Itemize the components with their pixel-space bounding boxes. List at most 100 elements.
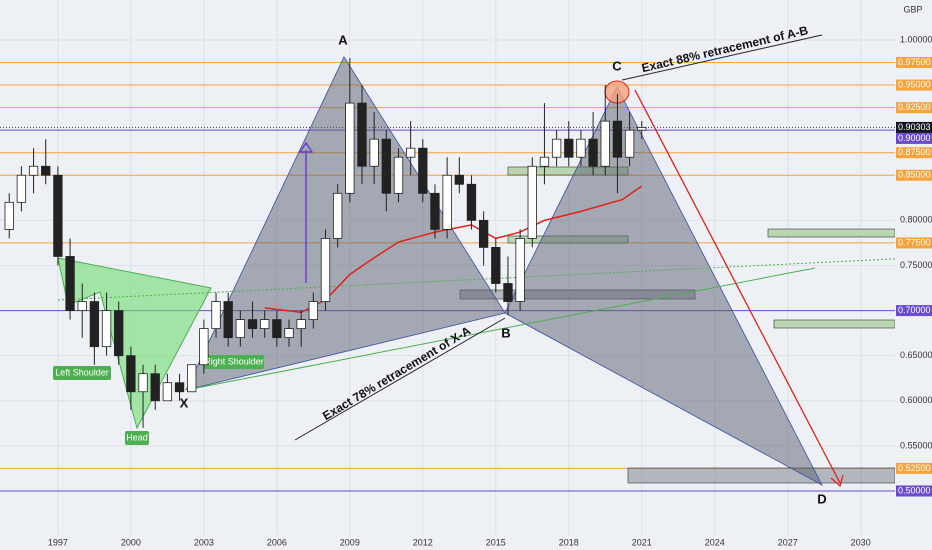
x-tick-label: 2015: [486, 537, 506, 547]
candle-body: [503, 283, 513, 302]
candle-body: [16, 174, 27, 203]
candle-body: [65, 256, 75, 311]
candle-body: [418, 147, 428, 194]
candle-body: [515, 238, 525, 302]
level-label: 0.90000: [898, 133, 931, 143]
y-tick-label: 1.00000: [900, 34, 932, 44]
candle-body: [612, 120, 623, 158]
level-label: 0.77500: [898, 237, 931, 247]
price-axis: [895, 0, 932, 550]
candle-body: [53, 174, 63, 257]
level-tag: [896, 169, 932, 181]
zone: [767, 228, 896, 238]
bcd-triangle: [504, 86, 823, 486]
candle-body: [138, 373, 148, 393]
point-label: X: [180, 395, 189, 410]
level-tag: [896, 102, 932, 114]
candle-body: [174, 382, 185, 393]
point-label: B: [501, 325, 510, 340]
x-tick-label: 1997: [48, 537, 68, 547]
candle-body: [539, 156, 550, 167]
x-tick-label: 2012: [413, 537, 433, 547]
candle-body: [4, 201, 14, 230]
level-label: 0.50000: [898, 485, 931, 495]
candle-body: [466, 183, 477, 221]
x-tick-label: 2018: [559, 537, 579, 547]
pattern-label: Head: [126, 432, 148, 442]
candle-body: [28, 165, 39, 176]
level-tag: [896, 79, 932, 91]
candle-body: [235, 319, 246, 339]
candle-body: [478, 219, 489, 248]
price-label: 0.90303: [898, 122, 931, 132]
level-tag: [896, 147, 932, 159]
currency: GBP: [903, 4, 922, 14]
candle-body: [260, 319, 270, 330]
time-axis: [0, 535, 895, 550]
candle-body: [624, 129, 635, 158]
candle-body: [527, 165, 537, 239]
y-tick-label: 0.75000: [900, 260, 932, 270]
point-label: D: [817, 491, 826, 506]
x-tick-label: 2024: [705, 537, 725, 547]
level-label: 0.52500: [898, 463, 931, 473]
candle-body: [393, 156, 404, 194]
level-label: 0.85000: [898, 170, 931, 180]
candle-body: [637, 127, 647, 131]
level-tag: [896, 57, 932, 69]
y-tick-label: 0.60000: [900, 395, 932, 405]
candle-body: [89, 301, 100, 348]
level-label: 0.70000: [898, 305, 931, 315]
candle-body: [369, 138, 379, 167]
levels: [0, 62, 895, 492]
note-line: [294, 317, 506, 441]
candle-body: [187, 364, 197, 393]
candle-body: [320, 238, 331, 302]
candle-body: [296, 319, 306, 330]
candle-body: [442, 174, 452, 230]
candle-body: [600, 120, 610, 167]
candle-body: [101, 310, 112, 348]
level-tag: [896, 485, 932, 497]
candle-body: [357, 102, 367, 167]
y-tick-label: 0.80000: [900, 215, 932, 225]
candle-body: [430, 192, 440, 230]
axes: 1.00000 0.80000 0.75000 0.65000 0.60000 0.550…: [48, 34, 932, 547]
candle-body: [114, 310, 124, 357]
level-label: 0.97500: [898, 57, 931, 67]
x-tick-label: 2030: [851, 537, 871, 547]
candle-body: [551, 138, 562, 158]
candle-body: [308, 301, 318, 320]
projection-arrow: [634, 89, 841, 484]
x-tick-label: 2027: [778, 537, 798, 547]
price-tag: [896, 121, 932, 133]
x-tick-label: 2006: [267, 537, 287, 547]
pattern: [53, 34, 932, 488]
level-tag: [896, 305, 932, 317]
arrow-head: [830, 474, 844, 488]
zone: [627, 467, 896, 484]
label-box: [204, 355, 264, 369]
candle-body: [333, 192, 343, 239]
candle-body: [454, 174, 464, 185]
candle-body: [199, 328, 209, 366]
level-tag: [896, 237, 932, 249]
candle-body: [576, 138, 586, 158]
level-label: 0.95000: [898, 79, 931, 89]
candle-body: [564, 138, 574, 158]
candle-body: [491, 247, 501, 284]
x-tick-label: 2003: [194, 537, 214, 547]
candle-body: [247, 319, 258, 330]
label-box: [53, 366, 111, 380]
note-line: [621, 34, 823, 81]
pattern-label: Right Shoulder: [204, 356, 264, 366]
candle-body: [41, 165, 51, 176]
candle-body: [150, 373, 160, 402]
candles: [4, 58, 647, 428]
y-tick-label: 0.55000: [900, 440, 932, 450]
level-label: 0.92500: [898, 102, 931, 112]
arrow-head: [298, 141, 314, 153]
point-label: C: [612, 58, 622, 73]
candle-body: [162, 382, 173, 402]
